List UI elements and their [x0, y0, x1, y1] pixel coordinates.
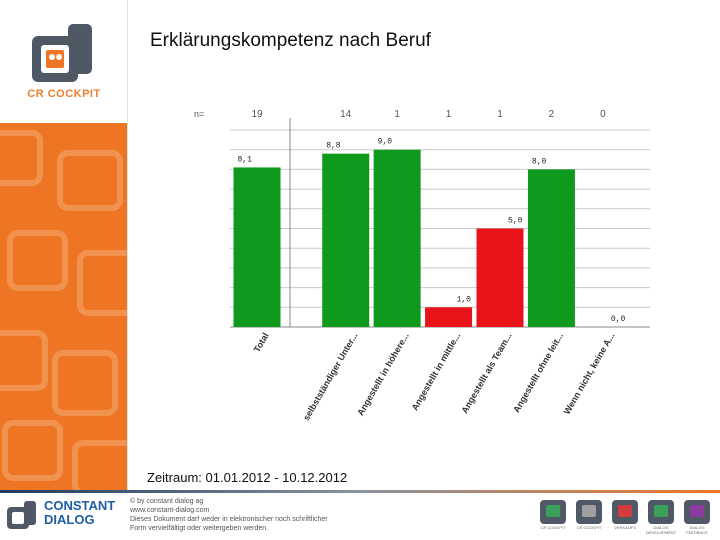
product-icon-color [582, 505, 596, 517]
category-label: Angestellt in höhere... [355, 331, 411, 417]
product-icon-frame [648, 500, 674, 524]
sidebar-divider [127, 0, 128, 490]
product-icon-frame [684, 500, 710, 524]
cr-cockpit-logo [32, 24, 92, 82]
n-value: 19 [251, 109, 263, 120]
product-icon: DIALOG FEEDBACK [682, 500, 712, 535]
value-label: 8,8 [326, 142, 341, 151]
value-label: 0,0 [611, 315, 626, 324]
category-label: Angestellt als Team... [459, 331, 513, 415]
product-icon-label: DIALOG FEEDBACK [686, 525, 708, 535]
product-icon: CR COCKPIT [538, 500, 568, 534]
product-icon-color [546, 505, 560, 517]
logo-text: CR COCKPIT [27, 88, 101, 100]
footer-copyright-line: www.constant-dialog.com [130, 507, 210, 514]
n-label: n= [194, 109, 204, 119]
footer-brand: CONSTANT DIALOG [44, 499, 115, 527]
category-label: Wenn nicht, keine A... [562, 331, 617, 416]
product-icon-color [690, 505, 704, 517]
value-label: 8,0 [532, 157, 547, 166]
footer-bar [0, 490, 720, 493]
constant-dialog-logo [7, 501, 36, 529]
product-icon-label: DIALOG DEVELOPMENT [646, 525, 677, 535]
category-label: Total [252, 331, 271, 354]
product-icon-color [654, 505, 668, 517]
product-icon: VERKAUFS [610, 500, 640, 534]
product-icon-label: CR COCKPIT [540, 525, 566, 530]
value-label: 9,0 [378, 138, 393, 147]
footer-copyright-line: Dieses Dokument darf weder in elektronis… [130, 516, 328, 523]
product-icon-label: VERKAUFS [614, 525, 636, 530]
bar-5 [527, 169, 575, 327]
chart-bars [233, 149, 575, 327]
n-value: 14 [340, 109, 352, 120]
value-label: 8,1 [238, 155, 253, 164]
chart-title: Erklärungskompetenz nach Beruf [150, 30, 431, 51]
n-value: 1 [446, 109, 452, 120]
footer-product-icons: CR COCKPIT CR COCKPIT VERKAUFS DIALOG DEVEL… [538, 500, 712, 535]
period-text: Zeitraum: 01.01.2012 - 10.12.2012 [147, 470, 348, 485]
category-label: Angestellt in mittle... [410, 331, 463, 412]
bar-1 [322, 153, 370, 327]
footer-copyright: © by constant dialog ag www.constant-dia… [130, 497, 328, 533]
sidebar: CR COCKPIT [0, 0, 128, 490]
product-icon-frame [576, 500, 602, 524]
product-icon-frame [540, 500, 566, 524]
category-label: selbstständiger Unter... [301, 331, 359, 422]
product-icon-frame [612, 500, 638, 524]
chart-grid [230, 129, 650, 328]
bar-chart: 8,1 8,8 9,0 1,0 5,0 8,0 0,0 n= 19 14 1 1 1 2 0 Total s… [194, 109, 650, 422]
value-label: 5,0 [508, 217, 523, 226]
chart-value-labels: 8,1 8,8 9,0 1,0 5,0 8,0 0,0 [238, 138, 626, 324]
chart-category-labels: Total selbstständiger Unter...Angestellt … [252, 331, 617, 422]
bar-3 [425, 307, 473, 327]
sidebar-pattern [0, 123, 128, 490]
product-icon-label: CR COCKPIT [576, 525, 602, 530]
product-icon-color [618, 505, 632, 517]
footer-brand-line2: DIALOG [44, 512, 95, 527]
footer-copyright-line: © by constant dialog ag [130, 498, 204, 505]
bar-2 [373, 149, 421, 327]
n-value: 0 [600, 109, 606, 120]
value-label: 1,0 [457, 295, 472, 304]
product-icon: DIALOG DEVELOPMENT [646, 500, 677, 535]
footer-brand-line1: CONSTANT [44, 498, 116, 513]
n-value: 1 [497, 109, 503, 120]
category-label: Angestellt ohne leit... [511, 331, 565, 414]
n-value: 2 [549, 109, 555, 120]
product-icon: CR COCKPIT [574, 500, 604, 534]
footer-copyright-line: Form vervielfältigt oder weitergeben wer… [130, 525, 269, 532]
n-value: 1 [394, 109, 400, 120]
chart-n-row: n= 19 14 1 1 1 2 0 [194, 109, 606, 120]
bar-4 [476, 228, 524, 327]
bar-0 [233, 167, 281, 327]
sidebar-watermark [0, 130, 128, 490]
